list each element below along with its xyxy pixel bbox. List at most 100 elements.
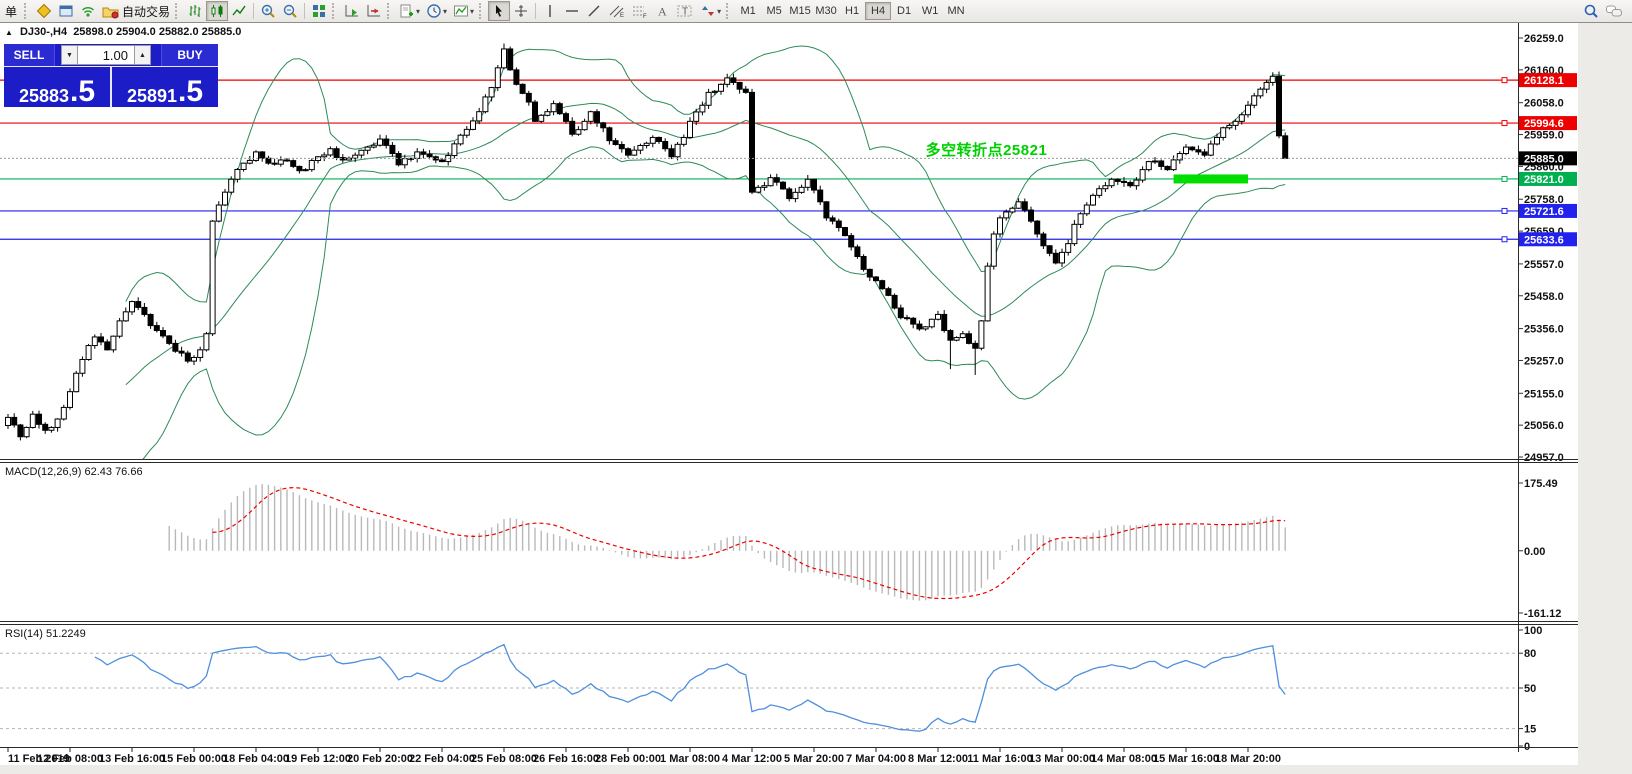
- data-window-button[interactable]: [55, 1, 77, 21]
- template-chart-icon: [453, 3, 469, 19]
- tf-button-h1[interactable]: H1: [845, 5, 860, 17]
- text-a-icon: A: [655, 3, 669, 19]
- svg-text:25959.0: 25959.0: [1524, 130, 1564, 142]
- svg-text:20 Feb 20:00: 20 Feb 20:00: [347, 753, 413, 765]
- new-chart-button[interactable]: ▾: [396, 1, 423, 21]
- svg-text:80: 80: [1524, 648, 1536, 660]
- bar-chart-button[interactable]: [184, 1, 206, 21]
- candlestick-chart-button[interactable]: [206, 1, 229, 21]
- arrow-objects-button[interactable]: ▾: [697, 1, 724, 21]
- auto-scroll-button[interactable]: [341, 1, 363, 21]
- line-chart-button[interactable]: [228, 1, 250, 21]
- toolbar-separator: [535, 3, 537, 19]
- vertical-line-icon: [543, 3, 557, 19]
- buy-price-int: 25891: [126, 86, 178, 106]
- svg-text:25155.0: 25155.0: [1524, 388, 1564, 400]
- fibonacci-button[interactable]: F: [628, 1, 651, 21]
- chevron-down-icon[interactable]: ▾: [470, 6, 475, 16]
- pane-separator[interactable]: [0, 462, 1578, 463]
- text-button[interactable]: A: [651, 1, 673, 21]
- volume-increase-button[interactable]: ▲: [134, 45, 151, 65]
- chart-annotation-text[interactable]: 多空转折点25821: [925, 141, 1048, 159]
- zoom-out-button[interactable]: [279, 1, 301, 21]
- templates-button[interactable]: ▾: [450, 1, 477, 21]
- autotrading-button[interactable]: 自动交易: [99, 1, 173, 21]
- tf-button-m1[interactable]: M1: [740, 5, 756, 17]
- sell-price-frac: .5: [70, 75, 96, 109]
- svg-text:25257.0: 25257.0: [1524, 355, 1564, 367]
- axis-border: [1518, 23, 1519, 752]
- signal-button[interactable]: [77, 1, 99, 21]
- tf-button-d1[interactable]: D1: [897, 5, 912, 17]
- chat-button[interactable]: [1602, 1, 1626, 21]
- svg-text:E: E: [620, 13, 624, 19]
- horizontal-line-icon: [564, 3, 580, 19]
- tf-button-m30[interactable]: M30: [815, 5, 837, 17]
- svg-text:8 Mar 12:00: 8 Mar 12:00: [908, 753, 968, 765]
- chart-profile-button[interactable]: [33, 1, 55, 21]
- toolbar-grip: [479, 3, 486, 19]
- volume-field[interactable]: 1.00: [78, 45, 134, 65]
- search-button[interactable]: [1580, 1, 1602, 21]
- vertical-line-button[interactable]: [539, 1, 561, 21]
- symbol-period-label: DJ30-,H4: [19, 26, 68, 38]
- chevron-down-icon[interactable]: ▾: [443, 6, 448, 16]
- time-axis-border: [0, 747, 1578, 748]
- sell-price-int: 25883: [18, 86, 70, 106]
- svg-text:18 Mar 20:00: 18 Mar 20:00: [1215, 753, 1281, 765]
- tile-windows-button[interactable]: [308, 1, 330, 21]
- trendline-icon: [586, 3, 602, 19]
- zoom-in-button[interactable]: [257, 1, 279, 21]
- volume-decrease-button[interactable]: ▼: [61, 45, 78, 65]
- collapse-panel-icon[interactable]: ▲: [5, 28, 13, 37]
- chart-window[interactable]: [0, 23, 1578, 765]
- toolbar-right-group: [1580, 1, 1626, 21]
- svg-text:25885.0: 25885.0: [1524, 153, 1564, 165]
- pane-separator[interactable]: [0, 621, 1578, 622]
- one-click-trading-panel: SELL ▼ 1.00 ▲ BUY 25883 .5 25891 .5: [4, 44, 218, 108]
- tf-button-m5[interactable]: M5: [766, 5, 782, 17]
- svg-text:15 Feb 00:00: 15 Feb 00:00: [161, 753, 227, 765]
- tf-button-m15[interactable]: M15: [789, 5, 811, 17]
- svg-text:25758.0: 25758.0: [1524, 194, 1564, 206]
- rsi-label: RSI(14): [5, 628, 43, 640]
- crosshair-button[interactable]: [510, 1, 532, 21]
- highlight-segment[interactable]: [1173, 174, 1248, 184]
- tf-button-w1[interactable]: W1: [921, 5, 939, 17]
- volume-stepper: ▼ 1.00 ▲: [61, 45, 151, 65]
- toolbar-grip: [332, 3, 339, 19]
- text-label-button[interactable]: T: [673, 1, 697, 21]
- new-chart-icon: [399, 3, 415, 19]
- buy-price[interactable]: 25891 .5: [112, 67, 218, 108]
- buy-button[interactable]: BUY: [161, 44, 218, 66]
- sell-price[interactable]: 25883 .5: [4, 67, 110, 108]
- tf-button-mn[interactable]: MN: [947, 5, 965, 17]
- svg-text:15 Mar 16:00: 15 Mar 16:00: [1153, 753, 1219, 765]
- pane-separator[interactable]: [0, 624, 1578, 625]
- fibonacci-icon: F: [631, 3, 648, 19]
- svg-text:11 Mar 16:00: 11 Mar 16:00: [967, 753, 1032, 765]
- svg-text:25056.0: 25056.0: [1524, 420, 1564, 432]
- horizontal-lines[interactable]: 26128.1 25994.6 25821.0 25721.6 25633.6: [0, 73, 1577, 247]
- bid-price-label: [1519, 151, 1577, 166]
- svg-text:100: 100: [1524, 625, 1542, 637]
- horizontal-line-button[interactable]: [561, 1, 583, 21]
- svg-text:25356.0: 25356.0: [1524, 324, 1564, 336]
- rsi-axis: 1008050150: [1518, 625, 1542, 753]
- chevron-down-icon[interactable]: ▾: [717, 6, 722, 16]
- price-axis: 26259.026160.026058.025959.025860.025758…: [1518, 33, 1564, 464]
- cursor-button[interactable]: [488, 1, 511, 21]
- buy-price-frac: .5: [178, 75, 204, 109]
- chart-shift-button[interactable]: [363, 1, 385, 21]
- equidistant-channel-button[interactable]: E: [605, 1, 628, 21]
- sell-button[interactable]: SELL: [4, 44, 55, 66]
- pane-separator[interactable]: [0, 459, 1578, 460]
- trendline-button[interactable]: [583, 1, 605, 21]
- tf-button-h4[interactable]: H4: [865, 2, 892, 20]
- chevron-down-icon[interactable]: ▾: [416, 6, 421, 16]
- new-order-button[interactable]: 单: [0, 1, 22, 21]
- periods-button[interactable]: ▾: [423, 1, 450, 21]
- macd-pane-label: MACD(12,26,9) 62.43 76.66: [5, 466, 143, 478]
